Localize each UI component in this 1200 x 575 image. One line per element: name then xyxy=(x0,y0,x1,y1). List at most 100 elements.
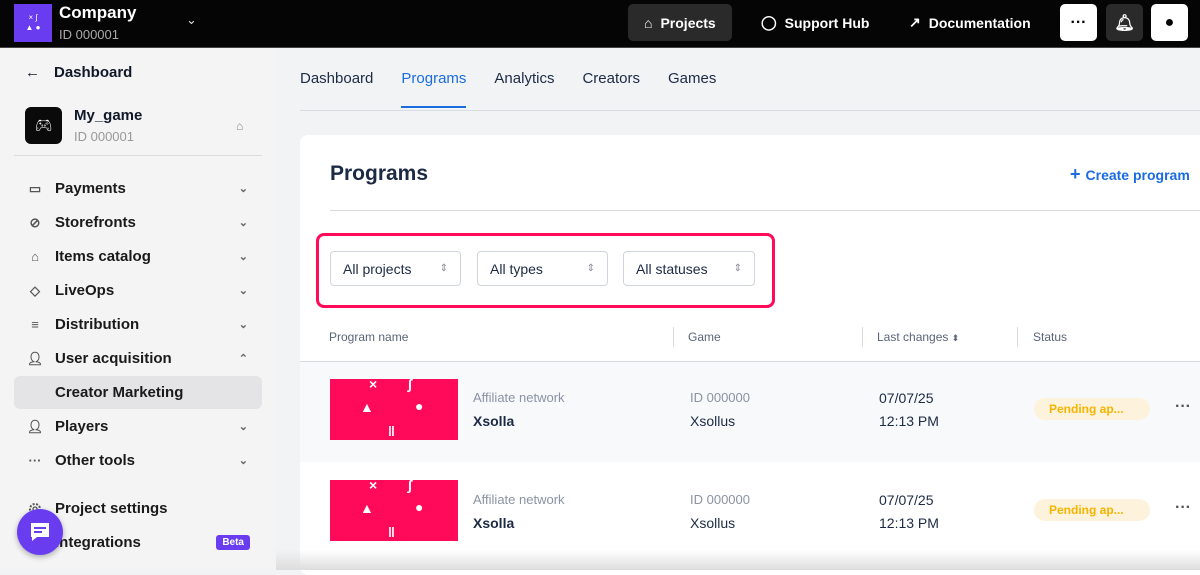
tab-dashboard[interactable]: Dashboard xyxy=(300,70,374,87)
more-button[interactable]: ··· xyxy=(1060,4,1097,41)
sort-icon: ⬍ xyxy=(951,333,960,343)
program-name[interactable]: Xsolla xyxy=(473,413,515,429)
divider xyxy=(14,155,262,156)
last-changed-time: 12:13 PM xyxy=(879,413,939,429)
nav-label: Payments xyxy=(55,180,126,197)
back-label: Dashboard xyxy=(54,64,133,81)
game-name: My_game xyxy=(74,107,143,124)
column-status: Status xyxy=(1033,330,1068,344)
tag-icon: ◇ xyxy=(30,282,40,298)
updown-icon: ⇕ xyxy=(733,263,742,274)
column-program-name: Program name xyxy=(329,330,409,344)
wallet-icon: ▭ xyxy=(28,180,42,196)
sidebar-item-other-tools[interactable]: ··· Other tools ⌄ xyxy=(14,444,262,477)
store-icon: ⌂ xyxy=(31,249,39,264)
projects-button[interactable]: ⌂ Projects xyxy=(628,4,732,41)
divider xyxy=(300,110,1200,111)
tab-programs[interactable]: Programs xyxy=(401,70,467,108)
program-name[interactable]: Xsolla xyxy=(473,515,515,531)
game-id: ID 000000 xyxy=(690,492,750,507)
row-more-button[interactable]: ··· xyxy=(1175,499,1191,516)
projects-filter[interactable]: All projects ⇕ xyxy=(330,251,461,286)
external-link-icon: ↗ xyxy=(909,14,921,30)
game-id: ID 000001 xyxy=(74,129,134,144)
top-bar: × ∫ ▲ ● Company ID 000001 ⌄ ⌂ Projects ◯ Su… xyxy=(0,0,1200,48)
program-thumbnail: × ∫ ▲ ● ‖ xyxy=(330,477,458,541)
company-logo: × ∫ ▲ ● xyxy=(14,4,52,42)
sidebar-item-distribution[interactable]: ≡ Distribution ⌄ xyxy=(14,308,262,341)
chevron-down-icon: ⌄ xyxy=(238,251,248,263)
documentation-button[interactable]: ↗ Documentation xyxy=(893,4,1047,41)
company-id: ID 000001 xyxy=(59,27,119,42)
chevron-down-icon: ⌄ xyxy=(238,421,248,433)
chevron-down-icon[interactable]: ⌄ xyxy=(186,12,197,27)
divider xyxy=(862,327,863,347)
home-icon[interactable]: ⌂ xyxy=(236,119,244,133)
program-thumbnail: × ∫ ▲ ● ‖ xyxy=(330,376,458,440)
filter-value: All statuses xyxy=(636,260,708,277)
table-row[interactable]: × ∫ ▲ ● ‖ Affiliate network Xsolla ID 000000… xyxy=(300,362,1200,462)
updown-icon: ⇕ xyxy=(439,263,448,274)
home-icon: ⌂ xyxy=(644,14,653,31)
column-last-changes[interactable]: Last changes ⬍ xyxy=(877,330,959,344)
filters-highlight xyxy=(316,233,775,308)
chat-fab-button[interactable] xyxy=(17,509,63,555)
types-filter[interactable]: All types ⇕ xyxy=(477,251,608,286)
dots-icon: ··· xyxy=(28,453,42,468)
bell-icon[interactable]: 🔔︎ xyxy=(1106,4,1143,41)
gamepad-icon: 🎮︎ xyxy=(25,107,62,144)
user-icon[interactable]: ● xyxy=(1151,4,1188,41)
game-name: Xsollus xyxy=(690,413,736,429)
program-type: Affiliate network xyxy=(473,492,565,507)
docs-label: Documentation xyxy=(928,14,1031,31)
back-to-dashboard[interactable]: ← Dashboard xyxy=(25,64,132,81)
support-hub-button[interactable]: ◯ Support Hub xyxy=(745,4,885,41)
divider xyxy=(673,327,674,347)
chevron-down-icon: ⌄ xyxy=(238,217,248,229)
chat-icon: ◯ xyxy=(761,14,777,30)
beta-badge: Beta xyxy=(216,535,250,550)
divider xyxy=(1017,327,1018,347)
last-changed-date: 07/07/25 xyxy=(879,492,934,508)
tab-games[interactable]: Games xyxy=(667,70,717,87)
user-plus-icon: 👤︎ xyxy=(26,350,44,366)
nav-label: Players xyxy=(55,418,109,435)
game-name: Xsollus xyxy=(690,515,736,531)
sidebar-item-liveops[interactable]: ◇ LiveOps ⌄ xyxy=(14,274,262,307)
chat-icon xyxy=(31,523,49,541)
last-changed-date: 07/07/25 xyxy=(879,390,934,406)
chevron-up-icon: ⌃ xyxy=(238,353,248,365)
status-badge: Pending ap... xyxy=(1034,398,1150,420)
table-row[interactable]: × ∫ ▲ ● ‖ Affiliate network Xsolla ID 000000… xyxy=(300,463,1200,563)
chevron-down-icon: ⌄ xyxy=(238,183,248,195)
chevron-down-icon: ⌄ xyxy=(238,319,248,331)
row-more-button[interactable]: ··· xyxy=(1175,398,1191,415)
sidebar-item-payments[interactable]: ▭ Payments ⌄ xyxy=(14,172,262,205)
tab-analytics[interactable]: Analytics xyxy=(494,70,555,87)
divider xyxy=(300,361,1200,362)
sidebar-item-user-acquisition[interactable]: 👤︎ User acquisition ⌃ xyxy=(14,342,262,375)
nav-label: Other tools xyxy=(55,452,136,469)
page-title: Programs xyxy=(330,162,429,185)
sidebar-item-creator-marketing[interactable]: Creator Marketing xyxy=(14,376,262,409)
statuses-filter[interactable]: All statuses ⇕ xyxy=(623,251,755,286)
sidebar-item-storefronts[interactable]: ⊘ Storefronts ⌄ xyxy=(14,206,262,239)
link-icon: ⊘ xyxy=(29,214,41,230)
filter-value: All projects xyxy=(343,260,412,277)
create-program-button[interactable]: + Create program xyxy=(1070,164,1190,185)
sliders-icon: ≡ xyxy=(31,317,39,332)
nav-label: Distribution xyxy=(55,316,140,333)
programs-card: Programs + Create program All projects ⇕ … xyxy=(300,135,1200,575)
chevron-down-icon: ⌄ xyxy=(238,285,248,297)
company-name[interactable]: Company xyxy=(59,3,137,22)
updown-icon: ⇕ xyxy=(586,263,595,274)
game-id: ID 000000 xyxy=(690,390,750,405)
tab-creators[interactable]: Creators xyxy=(582,70,640,87)
sidebar-item-players[interactable]: 👤︎ Players ⌄ xyxy=(14,410,262,443)
sidebar-item-items-catalog[interactable]: ⌂ Items catalog ⌄ xyxy=(14,240,262,273)
nav-label: Items catalog xyxy=(55,248,151,265)
plus-icon: + xyxy=(1070,164,1086,184)
nav-label: LiveOps xyxy=(55,282,115,299)
nav-label: Integrations xyxy=(55,534,141,551)
column-label: Last changes xyxy=(877,330,949,344)
